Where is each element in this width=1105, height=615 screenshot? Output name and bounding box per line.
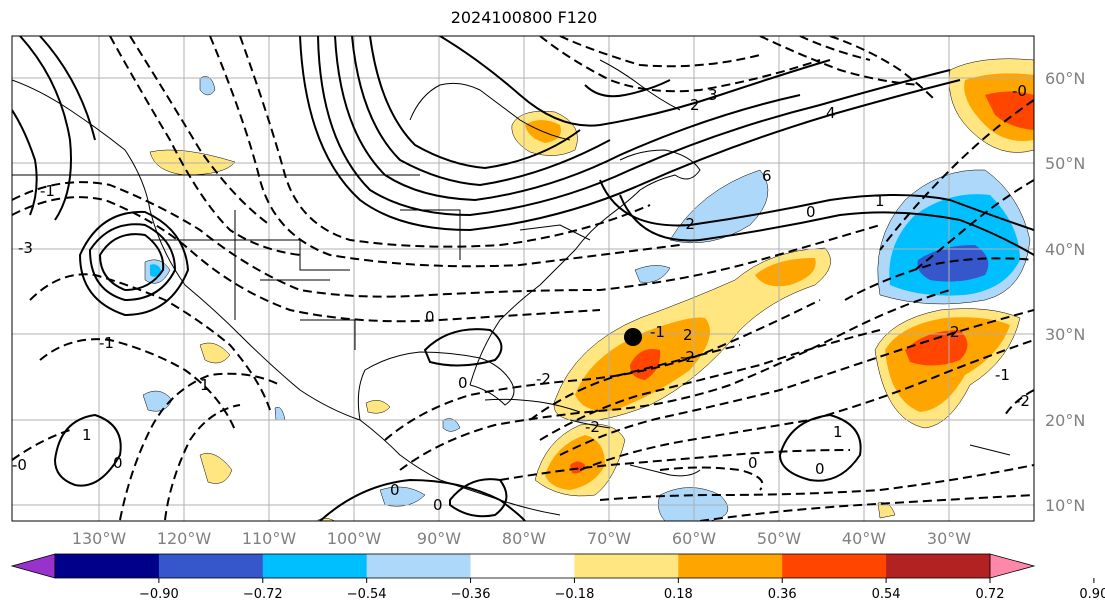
lon-label: 130°W — [72, 529, 127, 548]
contour-label: -2 — [680, 348, 695, 366]
colorbar-tick-label: 0.36 — [768, 587, 797, 602]
contours-solid — [12, 36, 1034, 521]
colorbar-segment — [366, 554, 472, 578]
lon-label: 30°W — [927, 529, 971, 548]
colorbar-segment — [158, 554, 264, 578]
colorbar-tick-label: 0.18 — [664, 587, 693, 602]
lat-label: 30°N — [1045, 325, 1085, 344]
contour-label: -0 — [12, 456, 27, 474]
contour-label: -2 — [680, 215, 695, 233]
contour-label: -1 — [995, 366, 1010, 384]
lat-axis: 60°N 50°N 40°N 30°N 20°N 10°N — [1045, 69, 1085, 515]
contour-label: -1 — [40, 182, 55, 200]
lon-label: 110°W — [242, 529, 297, 548]
colorbar-segment — [262, 554, 368, 578]
contour-label: -0 — [1012, 82, 1027, 100]
contour-label: -3 — [18, 239, 33, 257]
colorbar-tick-label: −0.54 — [347, 587, 387, 602]
contour-label: 2 — [683, 326, 693, 344]
colorbar-tick-label: −0.72 — [243, 587, 283, 602]
colorbar-extend-high — [989, 553, 1036, 579]
location-marker — [624, 328, 642, 346]
colorbar-segment — [886, 554, 991, 578]
map-frame — [11, 35, 1035, 522]
contour-label: -2 — [536, 370, 551, 388]
contour-label: 0 — [806, 203, 816, 221]
lat-label: 10°N — [1045, 496, 1085, 515]
contour-label: 0 — [113, 454, 123, 472]
lon-axis: 130°W 120°W 110°W 100°W 90°W 80°W 70°W 6… — [72, 529, 971, 548]
colorbar-extend-low — [10, 553, 56, 579]
contour-labels: 4 6 0 3 2 1 -1 0 -3 -2 -1 0 1 -0 0 -1 2 … — [12, 82, 1030, 514]
colorbar-tick-label: 0.90 — [1079, 587, 1105, 602]
contour-label: 3 — [708, 86, 718, 104]
lon-label: 80°W — [502, 529, 546, 548]
contour-label: 2 — [690, 96, 700, 114]
map-title: 2024100800 F120 — [450, 8, 598, 27]
contour-label: 0 — [433, 496, 443, 514]
colorbar-segment — [55, 554, 160, 578]
lat-label: 50°N — [1045, 154, 1085, 173]
contour-label: 1 — [82, 426, 92, 444]
lon-label: 40°W — [842, 529, 886, 548]
lon-label: 70°W — [587, 529, 631, 548]
contour-label: 0 — [390, 481, 400, 499]
lon-label: 50°W — [757, 529, 801, 548]
contour-label: 4 — [826, 104, 836, 122]
contour-label: -2 — [1015, 392, 1030, 410]
contour-label: 0 — [748, 454, 758, 472]
contour-label: 6 — [762, 167, 772, 185]
colorbar-segment — [782, 554, 887, 578]
lon-label: 100°W — [327, 529, 382, 548]
lat-label: 40°N — [1045, 240, 1085, 259]
colorbar-segment — [574, 554, 679, 578]
colorbar: −0.90 −0.72 −0.54 −0.36 −0.18 0.18 0.36 0.54 0.7… — [10, 553, 1105, 602]
contour-label: 2 — [950, 323, 960, 341]
colorbar-tick-label: −0.18 — [555, 587, 595, 602]
colorbar-tick-label: −0.36 — [451, 587, 491, 602]
colorbar-tick-label: 0.54 — [872, 587, 901, 602]
contour-label: 1 — [875, 192, 885, 210]
contour-label: 0 — [815, 460, 825, 478]
colorbar-tick-label: −0.90 — [139, 587, 179, 602]
anomaly-fills — [142, 58, 1034, 521]
lon-label: 120°W — [157, 529, 212, 548]
contour-label: 0 — [458, 374, 468, 392]
contour-label: 0 — [425, 308, 435, 326]
colorbar-tick-label: 0.72 — [976, 587, 1005, 602]
contour-label: -1 — [650, 323, 665, 341]
lon-label: 60°W — [672, 529, 716, 548]
contours-dashed — [12, 36, 1034, 521]
contour-label: -2 — [585, 418, 600, 436]
map-area: 4 6 0 3 2 1 -1 0 -3 -2 -1 0 1 -0 0 -1 2 … — [12, 36, 1034, 521]
contour-label: 1 — [200, 376, 210, 394]
lat-label: 60°N — [1045, 69, 1085, 88]
colorbar-segment — [470, 554, 575, 578]
contour-label: -1 — [99, 334, 114, 352]
colorbar-segment — [678, 554, 783, 578]
contour-label: 1 — [833, 423, 843, 441]
colorbar-frame — [54, 553, 991, 579]
lon-label: 90°W — [417, 529, 461, 548]
lat-label: 20°N — [1045, 411, 1085, 430]
